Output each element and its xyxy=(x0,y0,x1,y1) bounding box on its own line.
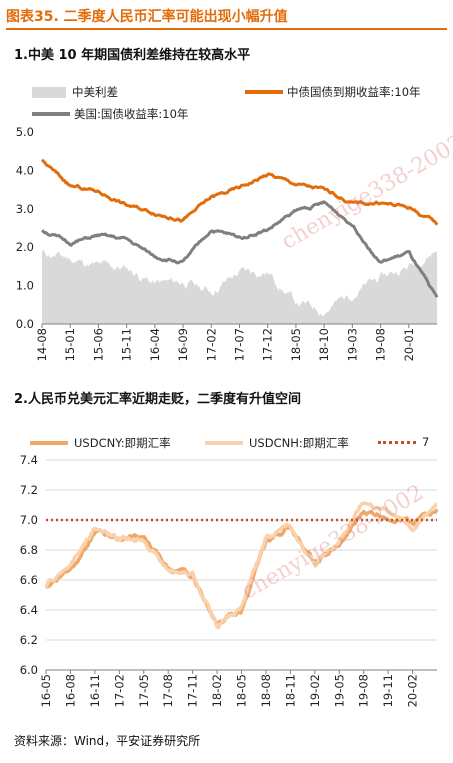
figure-title: 图表35. 二季度人民币汇率可能出现小幅升值 xyxy=(6,9,288,25)
x-tick-label-1-0: 16-05 xyxy=(39,674,53,707)
y-tick-label-0-5: 5.0 xyxy=(16,125,34,139)
x-tick-label-0-4: 16-04 xyxy=(148,328,162,361)
legend-label-cny: USDCNY:即期汇率 xyxy=(74,436,171,450)
legend-spread: 中美利差 xyxy=(32,84,118,100)
y-tick-label-1-1: 6.2 xyxy=(20,633,38,647)
series-line-1-1 xyxy=(44,501,438,630)
legend-seven: 7 xyxy=(378,435,429,449)
y-tick-label-1-7: 7.4 xyxy=(20,453,38,467)
y-tick-label-1-4: 6.8 xyxy=(20,543,38,557)
y-tick-label-0-4: 4.0 xyxy=(16,163,34,177)
x-tick-label-0-8: 17-12 xyxy=(261,328,275,361)
y-tick-label-1-2: 6.4 xyxy=(20,603,38,617)
x-tick-label-1-13: 19-08 xyxy=(357,674,371,707)
x-tick-label-0-12: 19-08 xyxy=(374,328,388,361)
legend-swatch-cnh xyxy=(205,441,243,445)
legend-us10y: 美国:国债收益率:10年 xyxy=(32,106,188,122)
legend-label-seven: 7 xyxy=(422,435,430,449)
x-tick-label-1-3: 17-02 xyxy=(112,674,126,707)
x-tick-label-0-5: 16-09 xyxy=(176,328,190,361)
y-tick-label-0-0: 0.0 xyxy=(16,317,34,331)
x-tick-label-1-14: 19-11 xyxy=(381,674,395,707)
legend-cnh: USDCNH:即期汇率 xyxy=(205,435,349,451)
y-tick-label-1-5: 7.0 xyxy=(20,513,38,527)
x-tick-label-0-11: 19-03 xyxy=(345,328,359,361)
legend-label-spread: 中美利差 xyxy=(72,85,118,99)
y-tick-label-0-3: 3.0 xyxy=(16,202,34,216)
x-tick-label-1-1: 16-08 xyxy=(63,674,77,707)
legend-swatch-seven xyxy=(378,440,416,444)
x-tick-label-0-1: 15-01 xyxy=(63,328,77,361)
x-tick-label-1-8: 18-05 xyxy=(235,674,249,707)
series-line-0-1 xyxy=(40,158,439,226)
series-line-0-2 xyxy=(41,200,439,298)
x-tick-label-1-4: 17-05 xyxy=(137,674,151,707)
legend-label-us10y: 美国:国债收益率:10年 xyxy=(74,107,189,121)
x-tick-label-1-15: 20-02 xyxy=(406,674,420,707)
panel1-title: 1.中美 10 年期国债利差维持在较高水平 xyxy=(14,48,251,63)
x-tick-label-0-13: 20-01 xyxy=(402,328,416,361)
x-tick-label-1-12: 19-05 xyxy=(332,674,346,707)
x-tick-label-1-7: 18-02 xyxy=(210,674,224,707)
panel2-title: 2.人民币兑美元汇率近期走贬，二季度有升值空间 xyxy=(14,392,301,407)
series-area-0-0 xyxy=(42,249,437,324)
legend-swatch-cn10y xyxy=(245,90,283,94)
y-tick-label-0-2: 2.0 xyxy=(16,240,34,254)
y-tick-label-1-6: 7.2 xyxy=(20,483,38,497)
legend-label-cn10y: 中债国债到期收益率:10年 xyxy=(287,85,421,99)
legend-swatch-cny xyxy=(30,441,68,445)
x-tick-label-1-6: 17-11 xyxy=(186,674,200,707)
source-note: 资料来源：Wind，平安证券研究所 xyxy=(14,734,201,748)
legend-cny: USDCNY:即期汇率 xyxy=(30,435,171,451)
x-tick-label-0-9: 18-05 xyxy=(289,328,303,361)
x-tick-label-1-9: 18-08 xyxy=(259,674,273,707)
y-tick-label-0-1: 1.0 xyxy=(16,279,34,293)
y-tick-label-1-3: 6.6 xyxy=(20,573,38,587)
x-tick-label-0-0: 14-08 xyxy=(35,328,49,361)
legend-label-cnh: USDCNH:即期汇率 xyxy=(249,436,349,450)
x-tick-label-0-7: 17-07 xyxy=(233,328,247,361)
y-tick-label-1-0: 6.0 xyxy=(20,663,38,677)
x-tick-label-1-2: 16-11 xyxy=(88,674,102,707)
legend-swatch-spread xyxy=(32,86,66,98)
legend-swatch-us10y xyxy=(32,112,70,116)
x-tick-label-0-6: 17-02 xyxy=(204,328,218,361)
x-tick-label-0-2: 15-06 xyxy=(91,328,105,361)
x-tick-label-0-10: 18-10 xyxy=(317,328,331,361)
x-tick-label-1-10: 18-11 xyxy=(283,674,297,707)
legend-cn10y: 中债国债到期收益率:10年 xyxy=(245,84,421,100)
title-rule xyxy=(6,28,447,30)
x-tick-label-1-5: 17-08 xyxy=(161,674,175,707)
x-tick-label-1-11: 19-02 xyxy=(308,674,322,707)
x-tick-label-0-3: 15-11 xyxy=(120,328,134,361)
